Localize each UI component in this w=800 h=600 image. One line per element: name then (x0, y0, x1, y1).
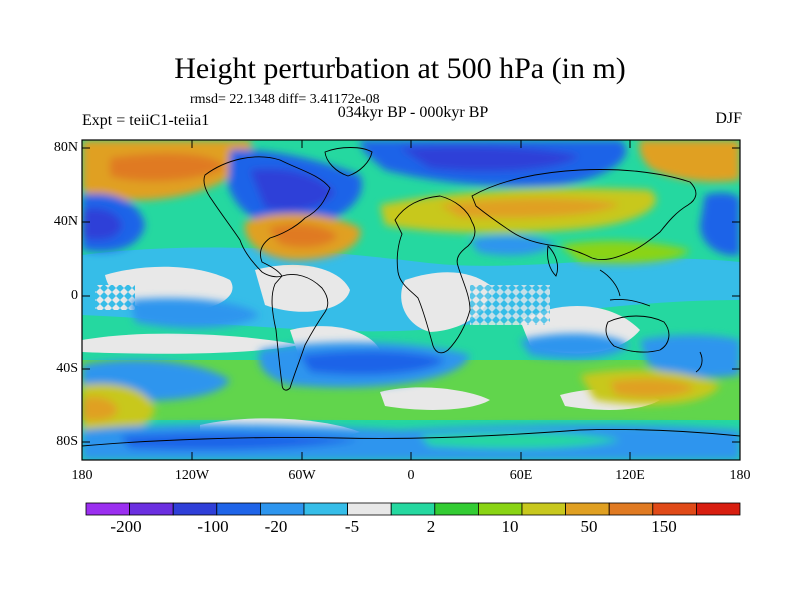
colorbar-swatch (129, 502, 174, 516)
colorbar-swatch (172, 502, 218, 516)
colorbar-label: 50 (580, 517, 598, 536)
coastlines (82, 147, 740, 447)
map-title: Height perturbation at 500 hPa (in m) (174, 52, 626, 85)
contour-field (82, 140, 740, 460)
tick-marks (82, 140, 740, 460)
colorbar-label: 10 (501, 517, 519, 536)
colorbar-swatch (434, 502, 479, 516)
colorbar-swatch (696, 502, 741, 516)
colorbar-swatch (652, 502, 697, 516)
lat-label: 40S (56, 361, 78, 376)
colorbar-label: 2 (426, 517, 436, 536)
lon-label: 180 (71, 468, 93, 483)
colorbar-swatch (216, 502, 261, 516)
colorbar-label: -200 (110, 517, 142, 536)
lon-label: 180 (729, 468, 751, 483)
lon-label: 120E (615, 468, 645, 483)
stats-label: rmsd= 22.1348 diff= 3.41172e-08 (190, 92, 380, 107)
lat-label: 0 (71, 288, 78, 303)
colorbar-label: -5 (344, 517, 360, 536)
southern-anomalies (82, 298, 740, 460)
colorbar-swatch (303, 502, 348, 516)
colorbar-swatch (521, 502, 566, 516)
lon-label: 60E (509, 468, 533, 483)
colorbar-swatch (259, 502, 305, 516)
lon-label: 120W (174, 468, 210, 483)
colorbar-swatch (477, 502, 523, 516)
colorbar-swatch (347, 502, 392, 516)
lat-label: 40N (53, 214, 78, 229)
season-label: DJF (715, 110, 742, 127)
colorbar-label: 150 (651, 517, 677, 536)
lon-label: 0 (407, 468, 415, 483)
colorbar-swatch (608, 502, 654, 516)
lat-label: 80N (53, 140, 78, 155)
colorbar-swatch (565, 502, 610, 516)
experiment-label: Expt = teiiC1-teiia1 (82, 112, 210, 129)
period-label: 034kyr BP - 000kyr BP (337, 104, 489, 121)
colorbar (85, 502, 741, 516)
colorbar-label: -100 (197, 517, 229, 536)
lat-label: 80S (56, 434, 78, 449)
lon-label: 60W (288, 468, 316, 483)
colorbar-swatch (85, 502, 130, 516)
colorbar-label: -20 (264, 517, 288, 536)
colorbar-swatch (390, 502, 436, 516)
